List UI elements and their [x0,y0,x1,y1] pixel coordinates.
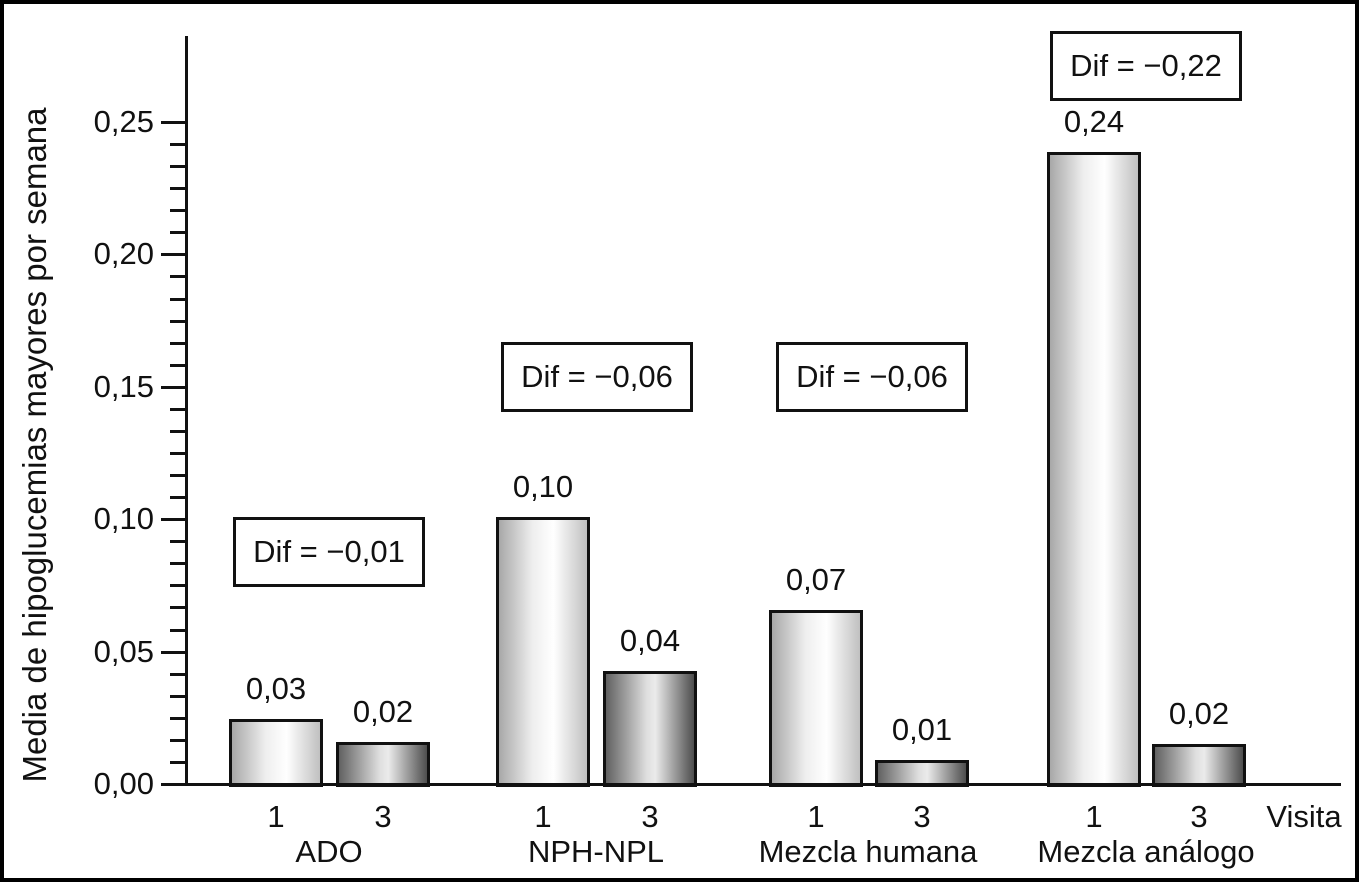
y-minor-tick [170,231,187,234]
y-minor-tick [170,739,187,742]
visit-tick-label: 1 [1085,799,1103,834]
visit-tick-label: 1 [807,799,825,834]
y-minor-tick [170,540,187,543]
y-minor-tick [170,364,187,367]
bar-visit-3 [1152,744,1246,787]
y-minor-tick [170,452,187,455]
dif-annotation-text: Dif = −0,01 [253,534,405,569]
y-minor-tick [170,165,187,168]
y-minor-tick [170,584,187,587]
dif-annotation-text: Dif = −0,06 [521,359,673,394]
y-minor-tick [170,430,187,433]
y-minor-tick [170,187,187,190]
y-major-tick [161,386,187,389]
y-minor-tick [170,673,187,676]
dif-annotation-box: Dif = −0,01 [233,517,425,587]
bar-visit-3 [603,671,697,787]
y-tick-label: 0,10 [93,501,154,536]
y-major-tick [161,651,187,654]
y-minor-tick [170,606,187,609]
y-minor-tick [170,562,187,565]
visit-tick-label: 1 [534,799,552,834]
y-minor-tick [170,695,187,698]
y-major-tick [161,783,187,786]
y-minor-tick [170,496,187,499]
bar-visit-1 [1047,152,1141,787]
visit-tick-label: 3 [374,799,392,834]
y-tick-label: 0,00 [93,766,154,801]
bar-visit-1 [769,610,863,787]
bar-value-label: 0,24 [1063,104,1125,139]
y-minor-tick [170,474,187,477]
bar-value-label: 0,01 [891,712,953,747]
x-axis-line [161,783,1341,786]
y-major-tick [161,518,187,521]
y-tick-label: 0,05 [93,634,154,669]
y-tick-label: 0,15 [93,369,154,404]
dif-annotation-text: Dif = −0,06 [796,359,948,394]
visit-tick-label: 3 [913,799,931,834]
dif-annotation-box: Dif = −0,06 [501,342,693,412]
category-label: ADO [295,834,363,869]
category-label: Mezcla humana [758,834,978,869]
visit-tick-label: 3 [641,799,659,834]
dif-annotation-box: Dif = −0,22 [1050,31,1242,101]
y-minor-tick [170,209,187,212]
bar-value-label: 0,02 [1168,696,1230,731]
y-axis-line [185,36,188,786]
bar-value-label: 0,07 [785,562,847,597]
y-minor-tick [170,629,187,632]
dif-annotation-text: Dif = −0,22 [1070,48,1222,83]
y-minor-tick [170,320,187,323]
bar-value-label: 0,02 [352,694,414,729]
y-major-tick [161,121,187,124]
bar-visit-1 [229,719,323,787]
y-minor-tick [170,761,187,764]
plot-area: 0,03 1 0,02 3 ADO Dif = −0,01 0,10 1 0,04 3 NPH-NP… [4,4,1355,878]
y-minor-tick [170,143,187,146]
y-minor-tick [170,408,187,411]
x-axis-caption: Visita [1266,799,1342,834]
category-label: Mezcla análogo [1037,834,1255,869]
bar-visit-3 [336,742,430,787]
category-label: NPH-NPL [527,834,665,869]
y-minor-tick [170,717,187,720]
visit-tick-label: 3 [1190,799,1208,834]
y-tick-label: 0,25 [93,104,154,139]
y-minor-tick [170,298,187,301]
bar-value-label: 0,03 [245,671,307,706]
bar-visit-1 [496,517,590,787]
y-tick-label: 0,20 [93,236,154,271]
y-minor-tick [170,342,187,345]
y-major-tick [161,253,187,256]
dif-annotation-box: Dif = −0,06 [776,342,968,412]
visit-tick-label: 1 [267,799,285,834]
bar-value-label: 0,10 [512,469,574,504]
bar-value-label: 0,04 [619,623,681,658]
y-minor-tick [170,275,187,278]
